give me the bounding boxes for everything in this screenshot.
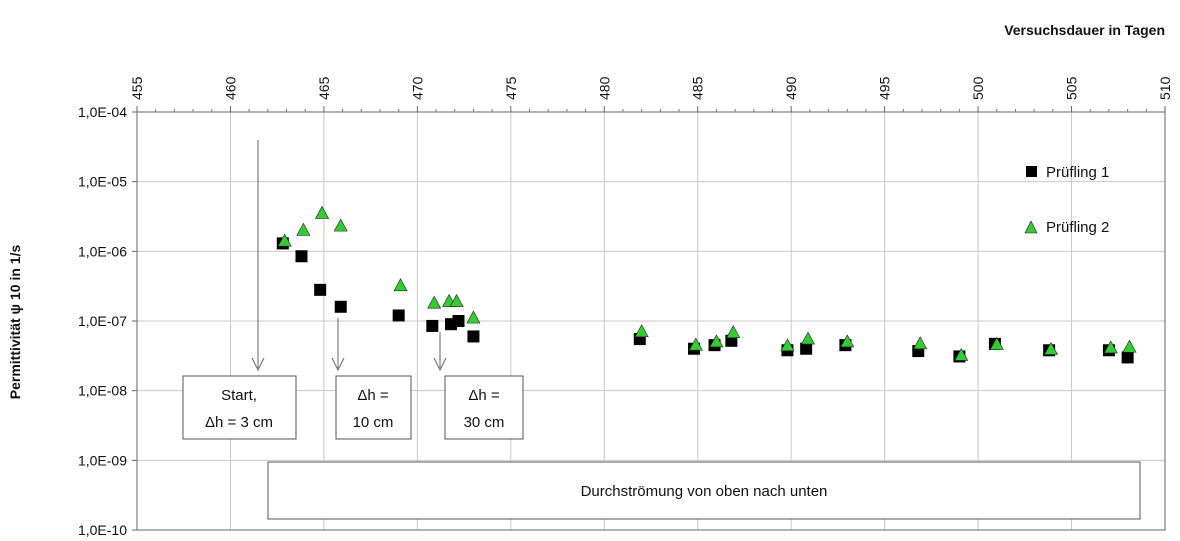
annotation-30cm-line2: 30 cm <box>464 414 505 431</box>
x-tick-label: 485 <box>690 76 706 100</box>
point-pruefling-2 <box>709 334 724 348</box>
point-pruefling-2 <box>1122 339 1137 353</box>
arrow-10cm-head <box>331 357 345 372</box>
point-pruefling-2 <box>333 218 348 232</box>
x-tick-label: 495 <box>877 76 893 100</box>
legend-label-pruefling-2: Prüfling 2 <box>1046 219 1109 236</box>
x-axis: 455 460 465 470 475 480 485 490 495 500 505 510 <box>129 76 1173 112</box>
point-pruefling-2 <box>954 347 969 361</box>
y-tick-label: 1,0E-05 <box>78 174 127 190</box>
y-tick-label: 1,0E-08 <box>78 383 127 399</box>
x-tick-label: 475 <box>503 76 519 100</box>
annotation-10cm-box <box>335 375 412 440</box>
x-tick-label: 500 <box>970 76 986 100</box>
legend-marker-triangle <box>1024 220 1038 234</box>
point-pruefling-1 <box>426 319 439 332</box>
annotation-start-line2: Δh = 3 cm <box>205 414 273 431</box>
point-pruefling-2 <box>840 334 855 348</box>
x-tick-label: 480 <box>596 76 612 100</box>
annotation-10cm-line2: 10 cm <box>353 414 394 431</box>
point-pruefling-2 <box>688 337 703 351</box>
data-points <box>276 205 1137 364</box>
annotation-start-box <box>182 375 297 440</box>
annotation-30cm-box <box>444 375 524 440</box>
x-tick-label: 505 <box>1064 76 1080 100</box>
point-pruefling-2 <box>1043 341 1058 355</box>
point-pruefling-2 <box>913 336 928 350</box>
annotation-10cm-line1: Δh = <box>357 387 389 404</box>
x-tick-label: 460 <box>222 76 238 100</box>
point-pruefling-1 <box>392 309 405 322</box>
point-pruefling-2 <box>800 331 816 345</box>
x-tick-label: 470 <box>409 76 425 100</box>
legend-item-pruefling-1: Prüfling 1 <box>1026 164 1109 181</box>
x-tick-label: 465 <box>316 76 332 100</box>
point-pruefling-2 <box>780 338 795 352</box>
point-pruefling-1 <box>452 315 465 327</box>
arrow-30cm-head <box>433 357 447 372</box>
annotation-start-line1: Start, <box>221 387 257 404</box>
y-tick-label: 1,0E-06 <box>78 243 127 259</box>
arrow-start-head <box>251 357 265 372</box>
point-pruefling-2 <box>634 324 649 338</box>
point-pruefling-1 <box>467 330 480 343</box>
x-axis-title: Versuchsdauer in Tagen <box>1004 22 1165 38</box>
x-tick-label: 455 <box>129 76 145 100</box>
legend-item-pruefling-2: Prüfling 2 <box>1024 219 1109 236</box>
point-pruefling-2 <box>277 233 292 247</box>
point-pruefling-1 <box>314 283 327 296</box>
x-tick-label: 490 <box>783 76 799 100</box>
y-tick-label: 1,0E-10 <box>78 522 127 538</box>
point-pruefling-2 <box>449 293 464 307</box>
flow-direction-banner <box>267 461 1141 520</box>
point-pruefling-2 <box>427 295 442 309</box>
point-pruefling-2 <box>726 325 741 338</box>
grid <box>137 112 1165 530</box>
x-tick-label: 510 <box>1157 76 1173 100</box>
flow-direction-text: Durchströmung von oben nach unten <box>581 483 828 500</box>
legend-marker-square <box>1026 166 1037 177</box>
y-tick-label: 1,0E-09 <box>78 452 127 468</box>
y-tick-label: 1,0E-04 <box>78 104 127 120</box>
point-pruefling-1 <box>334 300 347 313</box>
annotation-30cm: Δh = 30 cm <box>444 375 524 440</box>
legend-label-pruefling-1: Prüfling 1 <box>1046 164 1109 181</box>
annotation-10cm: Δh = 10 cm <box>335 375 412 440</box>
point-pruefling-2 <box>296 222 311 236</box>
annotation-start: Start, Δh = 3 cm <box>182 375 297 440</box>
annotation-30cm-line1: Δh = <box>468 387 500 404</box>
y-axis-title: Permittivität ψ 10 in 1/s <box>7 245 23 400</box>
legend: Prüfling 1 Prüfling 2 <box>1024 164 1109 236</box>
point-pruefling-2 <box>466 310 481 324</box>
point-pruefling-2 <box>1103 340 1118 354</box>
point-pruefling-1 <box>1121 351 1134 364</box>
y-axis: 1,0E-10 1,0E-09 1,0E-08 1,0E-07 1,0E-06 1,0E-… <box>78 104 137 538</box>
annotation-arrows <box>251 140 447 372</box>
point-pruefling-2 <box>315 205 330 219</box>
point-pruefling-1 <box>800 342 813 355</box>
point-pruefling-2 <box>989 336 1004 350</box>
point-pruefling-1 <box>295 250 308 263</box>
y-tick-label: 1,0E-07 <box>78 313 127 329</box>
point-pruefling-2 <box>393 278 408 292</box>
